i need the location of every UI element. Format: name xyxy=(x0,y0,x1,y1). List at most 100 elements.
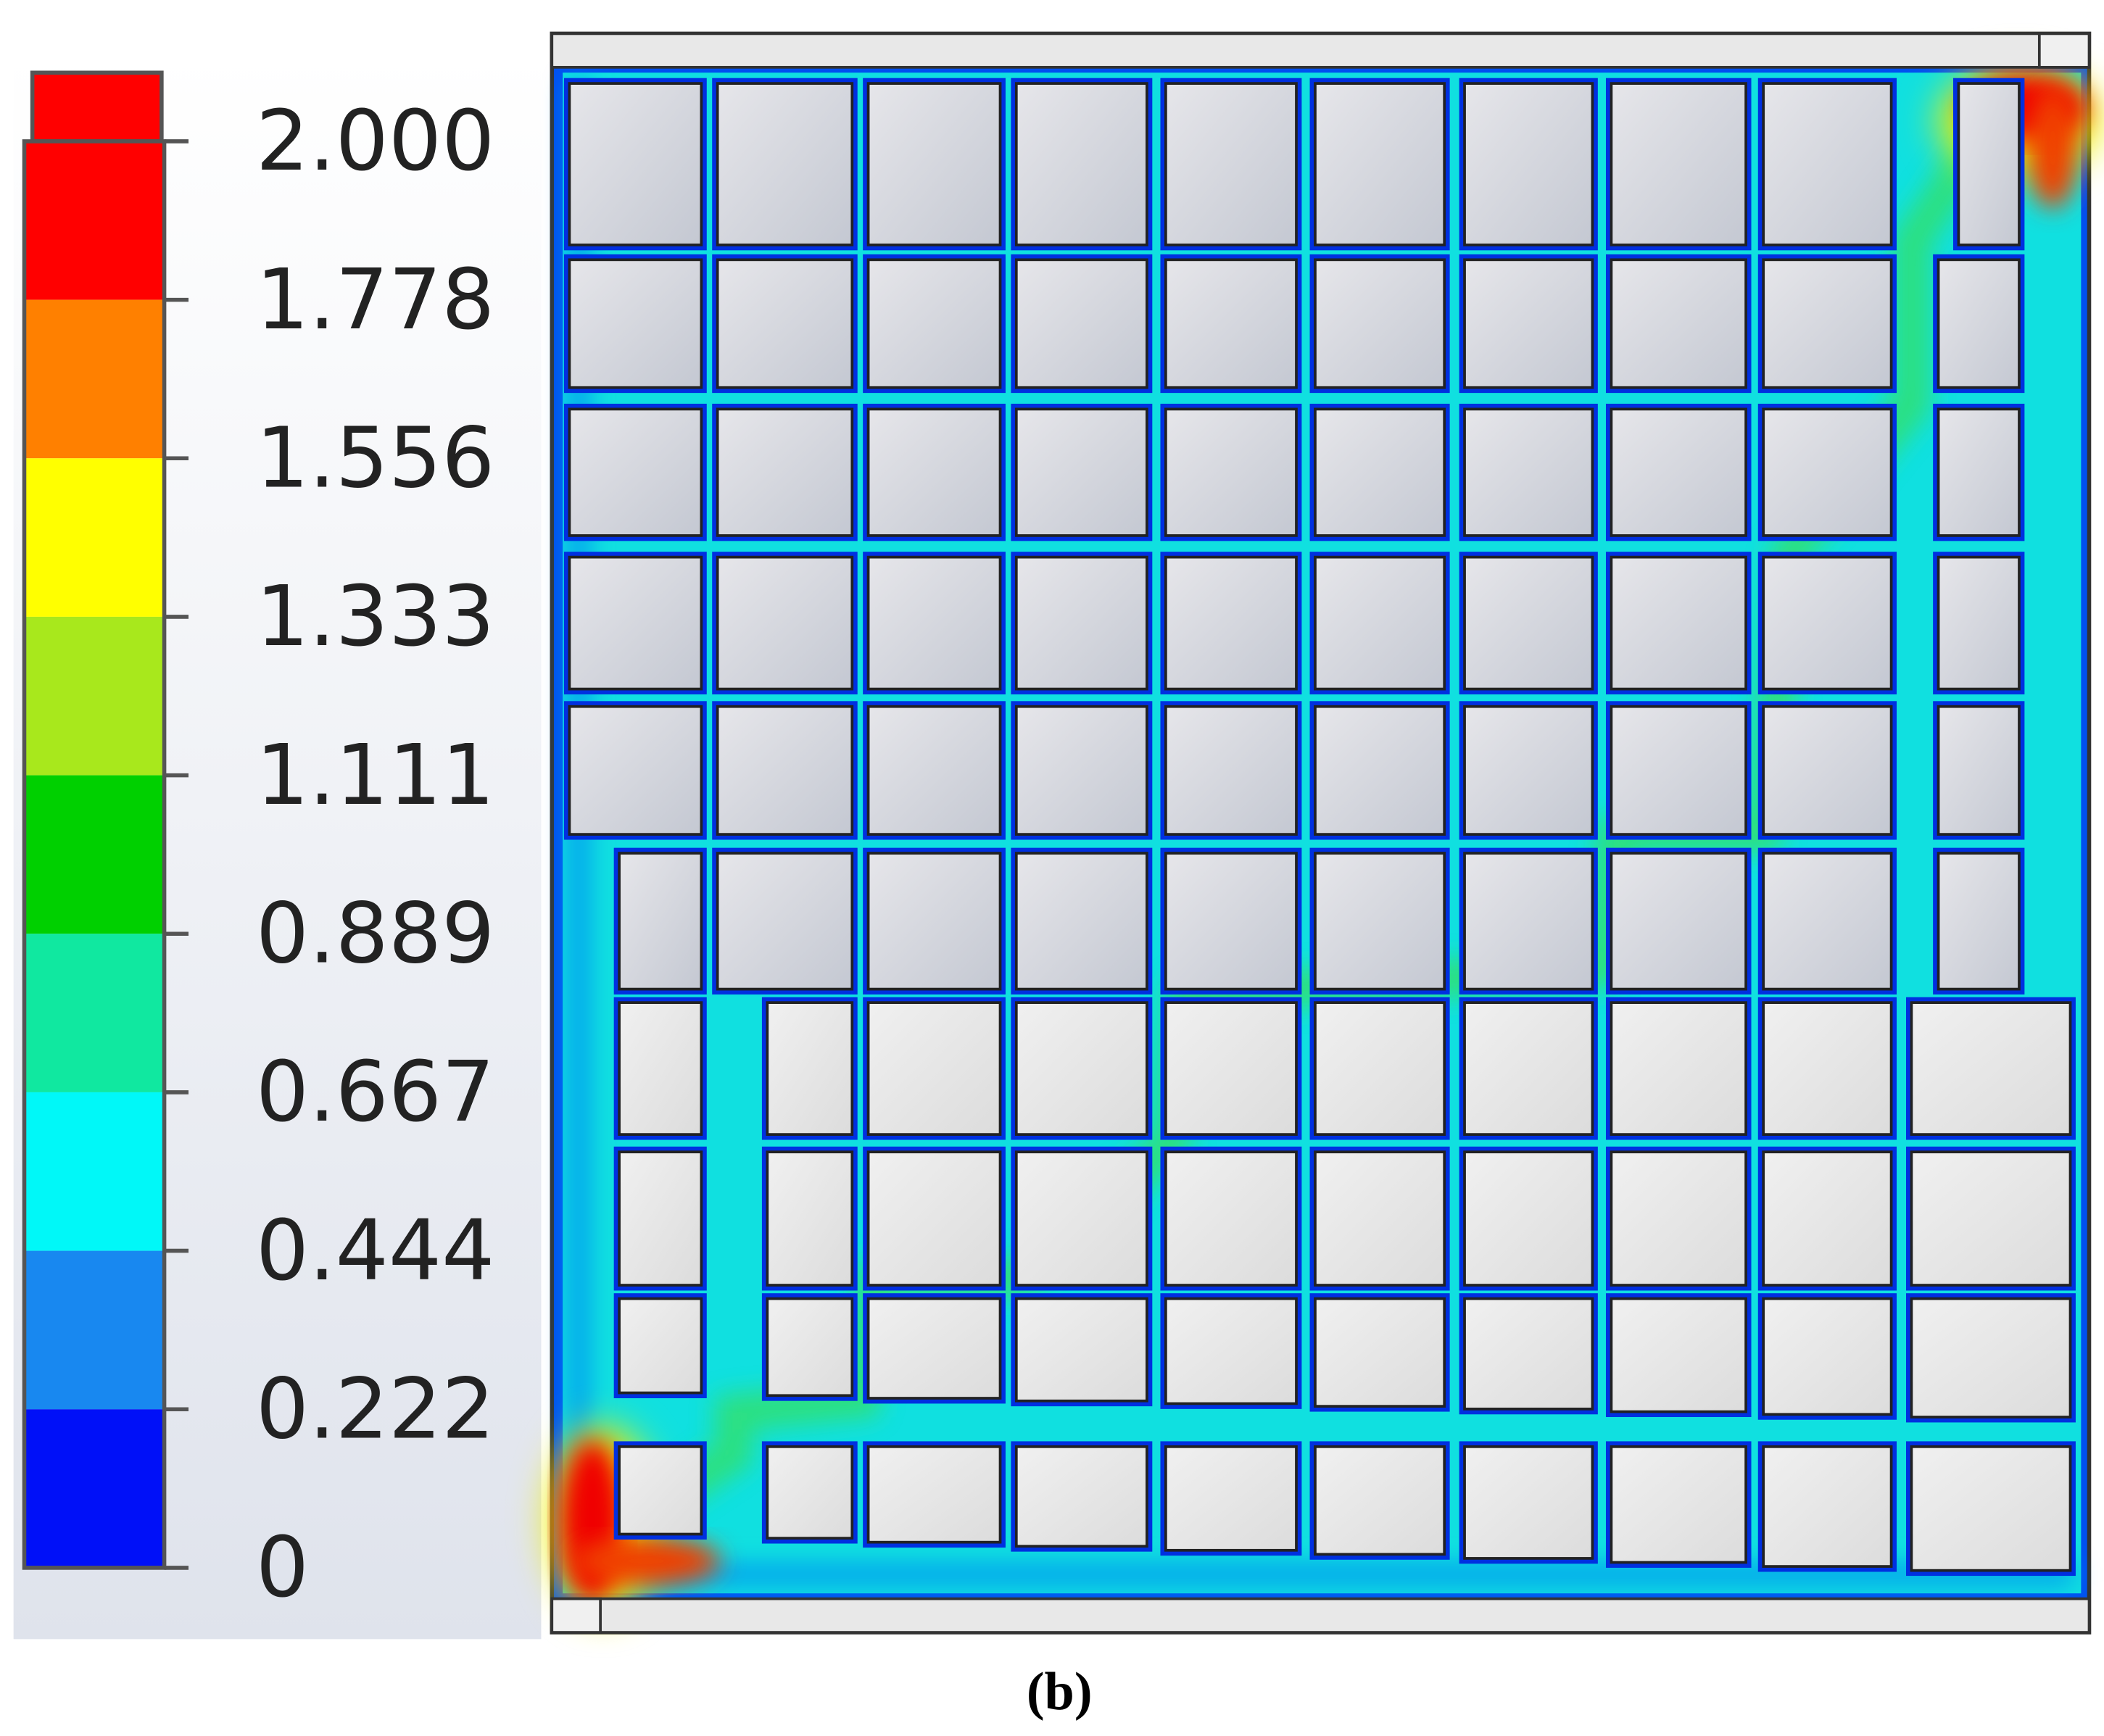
block-edge xyxy=(1314,705,1446,836)
tick-label: 0.222 xyxy=(256,1361,495,1458)
solid-block xyxy=(1160,701,1302,840)
block-edge xyxy=(716,258,854,389)
solid-block xyxy=(1933,552,2025,694)
block-edge xyxy=(1610,1445,1747,1564)
solid-block xyxy=(1459,78,1598,251)
block-edge xyxy=(1463,1001,1594,1136)
block-edge xyxy=(866,407,1002,537)
block-edge xyxy=(1937,705,2021,836)
block-edge xyxy=(1164,705,1298,836)
solid-block xyxy=(1309,847,1450,995)
block-edge xyxy=(618,1001,703,1136)
solid-block xyxy=(563,552,707,694)
solid-block xyxy=(1309,1293,1450,1412)
block-edge xyxy=(618,1445,703,1536)
block-edge xyxy=(766,1297,854,1397)
block-edge xyxy=(1610,258,1747,389)
block-edge xyxy=(766,1445,854,1540)
solid-block xyxy=(1605,254,1752,394)
block-edge xyxy=(568,258,703,389)
block-edge xyxy=(766,1150,854,1287)
block-edge xyxy=(1463,407,1594,537)
block-edge xyxy=(1762,1001,1893,1136)
block-edge xyxy=(1164,1150,1298,1287)
color-band xyxy=(24,458,165,617)
block-edge xyxy=(1164,258,1298,389)
block-edge xyxy=(568,705,703,836)
solid-block xyxy=(863,997,1006,1140)
block-edge xyxy=(618,852,703,991)
color-band xyxy=(24,616,165,776)
solid-block xyxy=(1011,701,1153,840)
block-edge xyxy=(1463,852,1594,991)
block-edge xyxy=(1014,705,1148,836)
block-edge xyxy=(1762,258,1893,389)
solid-block xyxy=(1160,1441,1302,1556)
solid-block xyxy=(1309,552,1450,694)
block-edge xyxy=(866,1297,1002,1400)
solid-block xyxy=(1011,403,1153,541)
block-edge xyxy=(568,82,703,246)
solid-block xyxy=(1011,254,1153,394)
solid-block xyxy=(613,847,707,995)
solid-block xyxy=(1459,1293,1598,1415)
solid-block xyxy=(1933,701,2025,840)
solid-block xyxy=(1309,997,1450,1140)
block-edge xyxy=(1014,555,1148,691)
solid-block xyxy=(863,78,1006,251)
block-edge xyxy=(1762,1150,1893,1287)
block-edge xyxy=(1910,1445,2072,1572)
color-band xyxy=(24,775,165,934)
solid-block xyxy=(1605,403,1752,541)
tick-label: 1.333 xyxy=(256,568,495,665)
tick-label: 0.667 xyxy=(256,1044,495,1141)
block-edge xyxy=(1463,1150,1594,1287)
block-edge xyxy=(1314,258,1446,389)
solid-block xyxy=(1906,1293,2076,1423)
block-edge xyxy=(866,1150,1002,1287)
block-edge xyxy=(1910,1001,2072,1136)
solid-block xyxy=(1757,701,1897,840)
solid-block xyxy=(1757,847,1897,995)
solid-block xyxy=(712,254,858,394)
solid-block xyxy=(1459,1146,1598,1291)
block-edge xyxy=(1014,1150,1148,1287)
block-edge xyxy=(1610,705,1747,836)
solid-block xyxy=(863,1293,1006,1404)
block-edge xyxy=(1164,555,1298,691)
solid-block xyxy=(1160,403,1302,541)
block-edge xyxy=(1610,82,1747,246)
block-edge xyxy=(1314,852,1446,991)
solid-block xyxy=(1757,552,1897,694)
solid-block xyxy=(1933,403,2025,541)
block-edge xyxy=(866,258,1002,389)
solid-block xyxy=(1459,552,1598,694)
block-edge xyxy=(1314,1150,1446,1287)
solid-block xyxy=(563,78,707,251)
block-edge xyxy=(1937,852,2021,991)
block-edge xyxy=(766,1001,854,1136)
solid-block xyxy=(863,1441,1006,1548)
solid-block xyxy=(1309,1441,1450,1560)
solid-block xyxy=(761,997,858,1140)
color-band xyxy=(24,299,165,459)
solid-block xyxy=(1160,1293,1302,1409)
contour-field xyxy=(549,31,2100,1635)
block-edge xyxy=(866,82,1002,246)
block-edge xyxy=(1314,555,1446,691)
block-edge xyxy=(1463,555,1594,691)
overflow-band xyxy=(30,70,164,144)
solid-block xyxy=(1757,997,1897,1140)
block-edge xyxy=(618,1150,703,1287)
caption: (b) xyxy=(1027,1662,1093,1722)
solid-block xyxy=(1011,997,1153,1140)
solid-block xyxy=(1605,552,1752,694)
block-edge xyxy=(1314,1445,1446,1556)
block-edge xyxy=(1164,407,1298,537)
block-edge xyxy=(1937,407,2021,537)
colorbar-frame xyxy=(22,139,167,1570)
color-band xyxy=(24,1250,165,1410)
solid-block xyxy=(1757,1441,1897,1572)
solid-block xyxy=(1011,1441,1153,1552)
